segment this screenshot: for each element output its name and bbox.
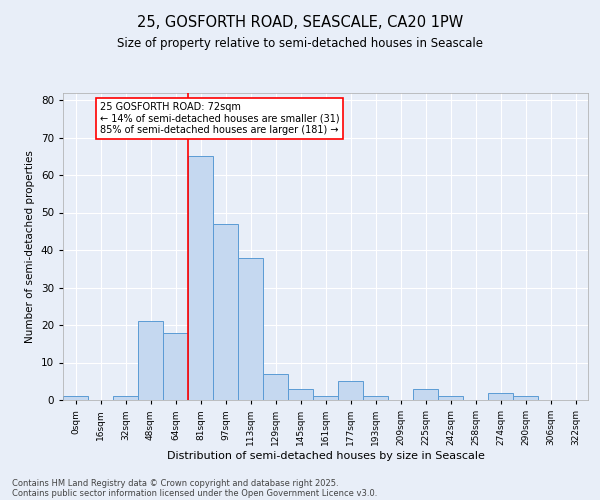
Y-axis label: Number of semi-detached properties: Number of semi-detached properties (25, 150, 35, 342)
Bar (138, 322, 163, 400)
Text: 25 GOSFORTH ROAD: 72sqm
← 14% of semi-detached houses are smaller (31)
85% of se: 25 GOSFORTH ROAD: 72sqm ← 14% of semi-de… (100, 102, 340, 135)
Bar (363, 396, 388, 400)
Text: Size of property relative to semi-detached houses in Seascale: Size of property relative to semi-detach… (117, 38, 483, 51)
Bar (213, 224, 238, 400)
Bar (488, 392, 513, 400)
Bar (188, 156, 213, 400)
Bar (238, 258, 263, 400)
Bar (413, 389, 438, 400)
Bar (338, 381, 363, 400)
X-axis label: Distribution of semi-detached houses by size in Seascale: Distribution of semi-detached houses by … (167, 451, 484, 461)
Bar (63, 396, 88, 400)
Bar (113, 396, 138, 400)
Bar (438, 396, 463, 400)
Bar (163, 332, 188, 400)
Bar (288, 389, 313, 400)
Bar (513, 396, 538, 400)
Text: 25, GOSFORTH ROAD, SEASCALE, CA20 1PW: 25, GOSFORTH ROAD, SEASCALE, CA20 1PW (137, 15, 463, 30)
Bar (263, 374, 288, 400)
Bar (313, 396, 338, 400)
Text: Contains public sector information licensed under the Open Government Licence v3: Contains public sector information licen… (12, 488, 377, 498)
Text: Contains HM Land Registry data © Crown copyright and database right 2025.: Contains HM Land Registry data © Crown c… (12, 478, 338, 488)
